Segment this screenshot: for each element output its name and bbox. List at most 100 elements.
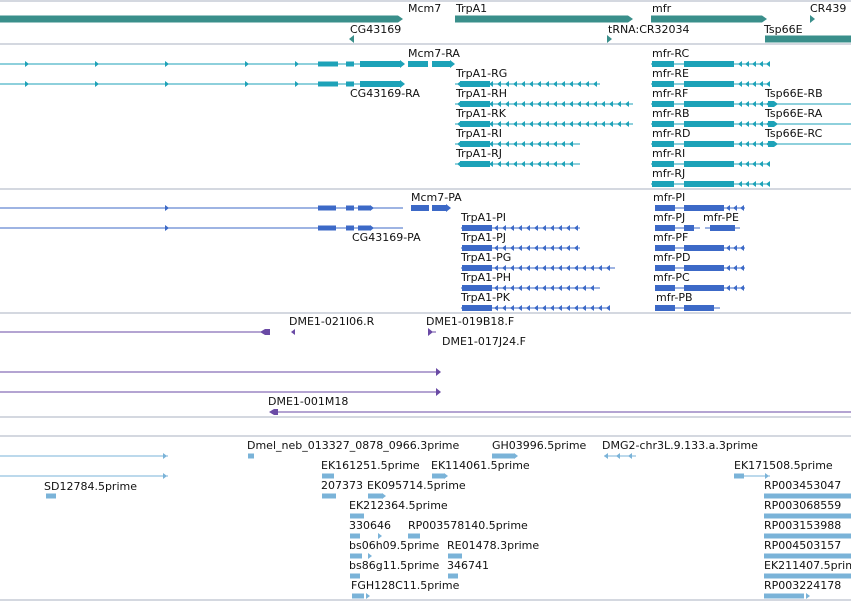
strand-arrow-left-icon: [766, 61, 770, 67]
feature-bar-forward[interactable]: [651, 15, 767, 23]
exon-block[interactable]: [346, 205, 354, 211]
strand-arrow-left-icon: [510, 265, 514, 271]
exon-block[interactable]: [318, 61, 338, 67]
exon-block[interactable]: [684, 161, 734, 167]
strand-arrow-left-icon: [606, 265, 610, 271]
exon-block[interactable]: [462, 265, 492, 271]
exon-block[interactable]: [684, 61, 734, 67]
strand-arrow-left-icon: [561, 81, 565, 87]
feature-bar-forward[interactable]: [455, 15, 633, 23]
exon-block[interactable]: [462, 245, 492, 251]
exon-block[interactable]: [460, 101, 490, 107]
exon-block[interactable]: [350, 533, 360, 539]
strand-arrow-left-icon: [738, 61, 742, 67]
exon-block[interactable]: [318, 81, 338, 87]
exon-block[interactable]: [432, 205, 446, 211]
exon-block[interactable]: [684, 101, 734, 107]
exon-block[interactable]: [350, 513, 364, 519]
exon-block[interactable]: [322, 493, 336, 499]
exon-block[interactable]: [358, 205, 370, 211]
exon-block[interactable]: [764, 593, 804, 599]
exon-block[interactable]: [318, 205, 336, 211]
exon-block[interactable]: [684, 81, 734, 87]
exon-block[interactable]: [764, 573, 851, 579]
exon-block[interactable]: [655, 285, 675, 291]
exon-block[interactable]: [432, 61, 450, 67]
exon-block[interactable]: [764, 533, 851, 539]
exon-block[interactable]: [684, 285, 724, 291]
exon-block[interactable]: [764, 513, 851, 519]
exon-block[interactable]: [346, 225, 354, 231]
exon-block[interactable]: [734, 473, 744, 479]
exon-block[interactable]: [768, 141, 774, 147]
feature-bar-reverse[interactable]: [269, 409, 278, 415]
feature-glyphs[interactable]: [0, 15, 851, 599]
exon-block[interactable]: [652, 121, 674, 127]
exon-block[interactable]: [462, 225, 492, 231]
exon-block[interactable]: [462, 285, 492, 291]
exon-block[interactable]: [652, 161, 674, 167]
exon-block[interactable]: [764, 553, 851, 559]
exon-block[interactable]: [346, 81, 354, 87]
exon-block[interactable]: [460, 161, 490, 167]
strand-arrow-left-icon: [752, 101, 756, 107]
exon-block[interactable]: [411, 205, 429, 211]
exon-block[interactable]: [448, 553, 462, 559]
exon-block[interactable]: [432, 473, 444, 479]
exon-block[interactable]: [448, 573, 458, 579]
feature-bar-forward[interactable]: [0, 15, 403, 23]
exon-block[interactable]: [350, 573, 360, 579]
exon-block[interactable]: [684, 305, 714, 311]
exon-block[interactable]: [655, 245, 675, 251]
exon-block[interactable]: [684, 205, 724, 211]
exon-block[interactable]: [652, 81, 674, 87]
exon-block[interactable]: [765, 35, 851, 43]
exon-block[interactable]: [655, 265, 675, 271]
exon-block[interactable]: [368, 493, 382, 499]
exon-block[interactable]: [655, 305, 675, 311]
exon-block[interactable]: [408, 533, 420, 539]
strand-arrow-left-icon: [738, 181, 742, 187]
exon-block[interactable]: [652, 101, 674, 107]
exon-block[interactable]: [652, 61, 674, 67]
exon-block[interactable]: [764, 493, 851, 499]
exon-block[interactable]: [492, 453, 514, 459]
exon-block[interactable]: [684, 265, 724, 271]
exon-block[interactable]: [652, 181, 674, 187]
exon-block[interactable]: [460, 81, 490, 87]
exon-block[interactable]: [684, 181, 734, 187]
exon-block[interactable]: [684, 245, 724, 251]
strand-arrow-left-icon: [752, 81, 756, 87]
exon-block[interactable]: [408, 61, 428, 67]
exon-block[interactable]: [46, 493, 56, 499]
strand-arrow-left-icon: [759, 181, 763, 187]
exon-block[interactable]: [346, 61, 354, 67]
strand-arrow-left-icon: [561, 101, 565, 107]
exon-block[interactable]: [352, 593, 364, 599]
exon-block[interactable]: [768, 101, 774, 107]
exon-block[interactable]: [360, 81, 400, 87]
exon-block[interactable]: [248, 453, 254, 459]
exon-block[interactable]: [318, 225, 336, 231]
exon-block[interactable]: [460, 141, 490, 147]
exon-block[interactable]: [768, 121, 774, 127]
protein-label: mfr-PF: [653, 231, 688, 244]
strand-arrow-left-icon: [745, 61, 749, 67]
exon-block[interactable]: [350, 553, 362, 559]
exon-block[interactable]: [358, 225, 370, 231]
exon-block[interactable]: [710, 225, 735, 231]
exon-block[interactable]: [684, 141, 734, 147]
exon-block[interactable]: [360, 61, 400, 67]
exon-block[interactable]: [655, 225, 675, 231]
exon-block[interactable]: [684, 225, 694, 231]
exon-block[interactable]: [462, 305, 492, 311]
strand-arrow-left-icon: [505, 121, 509, 127]
protein-label: mfr-PE: [703, 211, 739, 224]
exon-block[interactable]: [652, 141, 674, 147]
exon-block[interactable]: [460, 121, 490, 127]
exon-block[interactable]: [684, 121, 734, 127]
exon-block[interactable]: [322, 473, 334, 479]
feature-bar-reverse[interactable]: [260, 329, 270, 335]
exon-block[interactable]: [655, 205, 675, 211]
